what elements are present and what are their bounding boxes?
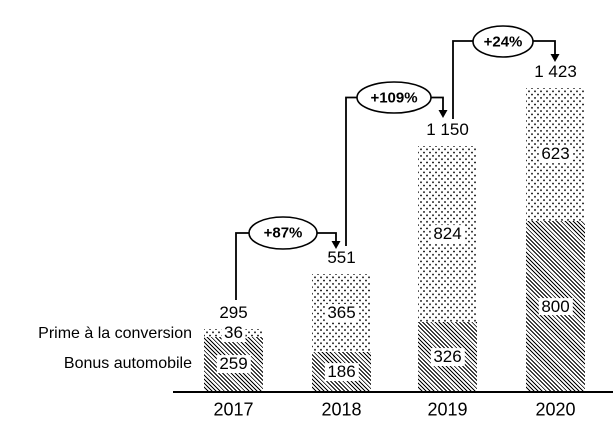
growth-connector-line [345,96,444,246]
total-label-2017: 295 [219,303,248,323]
total-label-2019: 1 150 [426,120,469,140]
category-label-2019: 2019 [427,399,468,420]
growth-ellipse [248,216,318,250]
growth-annotation-label: +87% [263,224,303,242]
growth-ellipse [356,81,432,114]
category-label-2017: 2017 [213,399,254,420]
total-label-2020: 1 423 [534,61,577,81]
x-axis-line [173,391,613,393]
arrowhead-down-icon [438,110,448,118]
growth-ellipse [472,25,534,58]
value-label-prime-2017: 36 [221,324,246,342]
arrowhead-down-icon [331,241,341,249]
growth-annotation-label: +109% [370,89,418,106]
value-label-bonus-2020: 800 [538,297,573,316]
value-label-bonus-2018: 186 [324,363,359,382]
arrowhead-down-icon [550,54,560,62]
value-label-prime-2020: 623 [538,145,573,164]
value-label-prime-2019: 824 [430,225,465,244]
total-label-2018: 551 [327,248,356,268]
category-label-2018: 2018 [321,399,362,420]
growth-annotation-label: +24% [483,33,523,50]
series-label-prime-a-la-conversion: Prime à la conversion [38,325,192,342]
value-label-prime-2018: 365 [324,304,359,323]
value-label-bonus-2017: 259 [216,355,251,374]
series-label-bonus-automobile: Bonus automobile [63,355,192,372]
value-label-bonus-2019: 326 [430,348,465,367]
category-label-2020: 2020 [535,399,576,420]
